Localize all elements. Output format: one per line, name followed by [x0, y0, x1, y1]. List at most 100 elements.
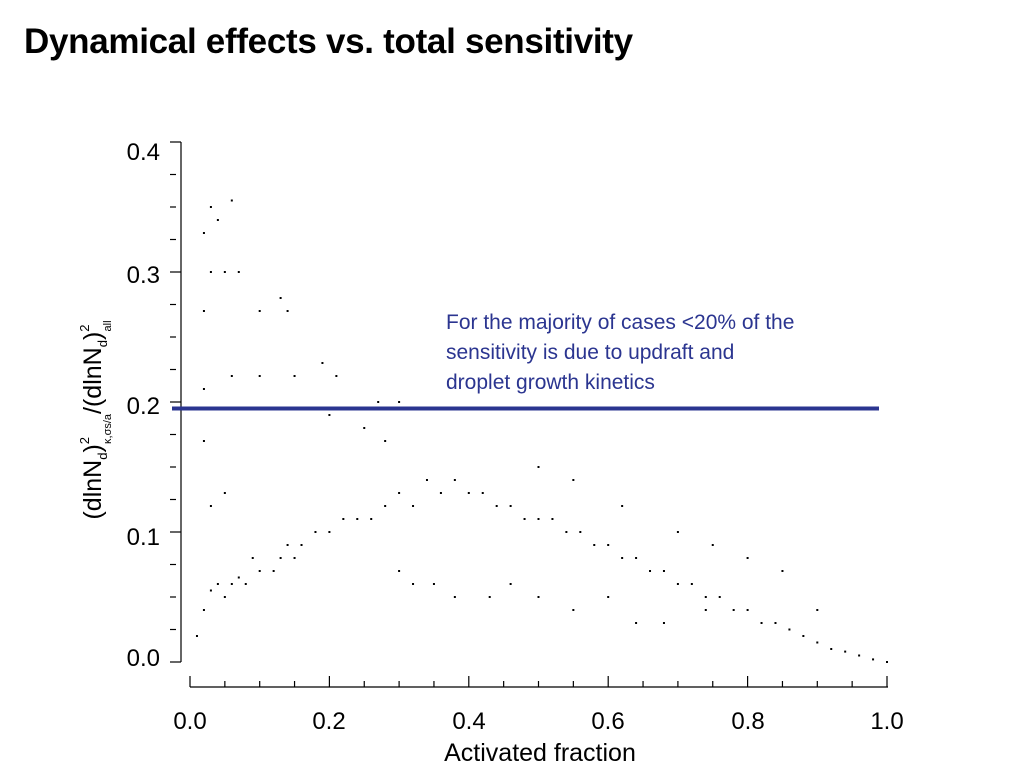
axis-ticks: [170, 141, 888, 687]
scatter-point: [572, 609, 575, 611]
scatter-point: [237, 271, 240, 273]
scatter-point: [209, 505, 212, 507]
scatter-point: [781, 570, 784, 572]
scatter-point: [635, 622, 638, 624]
scatter-point: [412, 583, 415, 585]
scatter-point: [816, 641, 819, 644]
scatter-point: [537, 466, 540, 468]
scatter-point: [649, 570, 652, 572]
scatter-point: [335, 375, 338, 377]
scatter-point: [676, 531, 679, 533]
scatter-point: [481, 492, 484, 494]
scatter-point: [467, 492, 470, 494]
scatter-point: [293, 557, 296, 559]
scatter-point: [356, 518, 359, 520]
scatter-point: [453, 479, 456, 481]
scatter-point: [237, 576, 240, 579]
scatter-point: [202, 310, 205, 312]
scatter-point: [384, 505, 387, 507]
annotation-text: For the majority of cases <20% of the se…: [446, 311, 800, 394]
scatter-point: [258, 375, 261, 377]
scatter-point: [258, 570, 261, 572]
scatter-point: [398, 570, 401, 572]
scatter-point: [230, 375, 233, 377]
scatter-point: [195, 635, 198, 637]
scatter-point: [453, 596, 456, 598]
scatter-point: [202, 232, 205, 234]
scatter-point: [621, 557, 624, 559]
y-tick-label: 0.4: [127, 139, 160, 166]
scatter-point: [690, 583, 693, 585]
x-tick-label: 0.0: [173, 708, 206, 735]
scatter-point: [314, 531, 317, 533]
scatter-point: [551, 518, 554, 520]
scatter-point: [830, 648, 833, 650]
scatter-point: [579, 531, 582, 533]
scatter-point: [300, 544, 303, 546]
y-tick-label: 0.2: [127, 393, 160, 420]
scatter-point: [223, 271, 226, 273]
scatter-point: [202, 440, 205, 442]
scatter-point: [251, 557, 254, 559]
scatter-point: [363, 427, 366, 429]
scatter-point: [328, 414, 331, 416]
scatter-point: [216, 583, 219, 585]
scatter-point: [593, 544, 596, 546]
x-tick-label: 0.4: [452, 708, 485, 735]
scatter-point: [872, 658, 875, 661]
x-tick-label: 0.6: [591, 708, 624, 735]
scatter-point: [439, 492, 442, 494]
scatter-point: [258, 310, 261, 312]
x-tick-label: 0.8: [731, 708, 764, 735]
scatter-point: [509, 505, 512, 507]
scatter-point: [209, 589, 212, 592]
scatter-point: [537, 596, 540, 598]
scatter-point: [425, 479, 428, 481]
scatter-point: [223, 492, 226, 494]
scatter-point: [711, 544, 714, 546]
scatter-point: [293, 375, 296, 377]
scatter-point: [844, 650, 847, 653]
scatter-point: [209, 206, 212, 208]
x-axis-title: Activated fraction: [444, 739, 636, 767]
scatter-point: [635, 557, 638, 559]
scatter-point: [523, 518, 526, 520]
scatter-point: [209, 271, 212, 273]
scatter-point: [342, 518, 345, 520]
slide-title: Dynamical effects vs. total sensitivity: [24, 22, 633, 61]
scatter-point: [216, 219, 219, 221]
scatter-point: [398, 401, 401, 403]
scatter-point: [802, 635, 805, 637]
scatter-point: [377, 401, 380, 403]
scatter-point: [662, 622, 665, 624]
scatter-point: [272, 570, 275, 572]
scatter-point: [202, 609, 205, 611]
y-tick-label: 0.1: [127, 524, 160, 551]
scatter-point: [774, 622, 777, 624]
y-axis-title: (dlnNd)2 κ,σs/a/(dlnNd)2 all: [77, 320, 114, 519]
scatter-point: [432, 583, 435, 585]
scatter-point: [321, 362, 324, 364]
scatter-point: [412, 505, 415, 507]
scatter-point: [788, 628, 791, 631]
scatter-point: [537, 518, 540, 520]
scatter-point: [488, 596, 491, 598]
scatter-point: [370, 518, 373, 520]
scatter-point: [279, 297, 282, 299]
scatter-point: [244, 583, 247, 585]
scatter-point: [732, 609, 735, 611]
scatter-point: [328, 531, 331, 533]
scatter-point: [746, 557, 749, 559]
scatter-point: [816, 609, 819, 611]
scatter-point: [286, 544, 289, 546]
scatter-point: [621, 505, 624, 507]
scatter-point: [230, 199, 233, 202]
scatter-point: [509, 583, 512, 585]
scatter-point: [718, 596, 721, 598]
scatter-points: [195, 199, 888, 663]
scatter-point: [704, 609, 707, 611]
scatter-point: [676, 583, 679, 585]
x-tick-label: 1.0: [870, 708, 903, 735]
x-tick-label: 0.2: [312, 708, 345, 735]
